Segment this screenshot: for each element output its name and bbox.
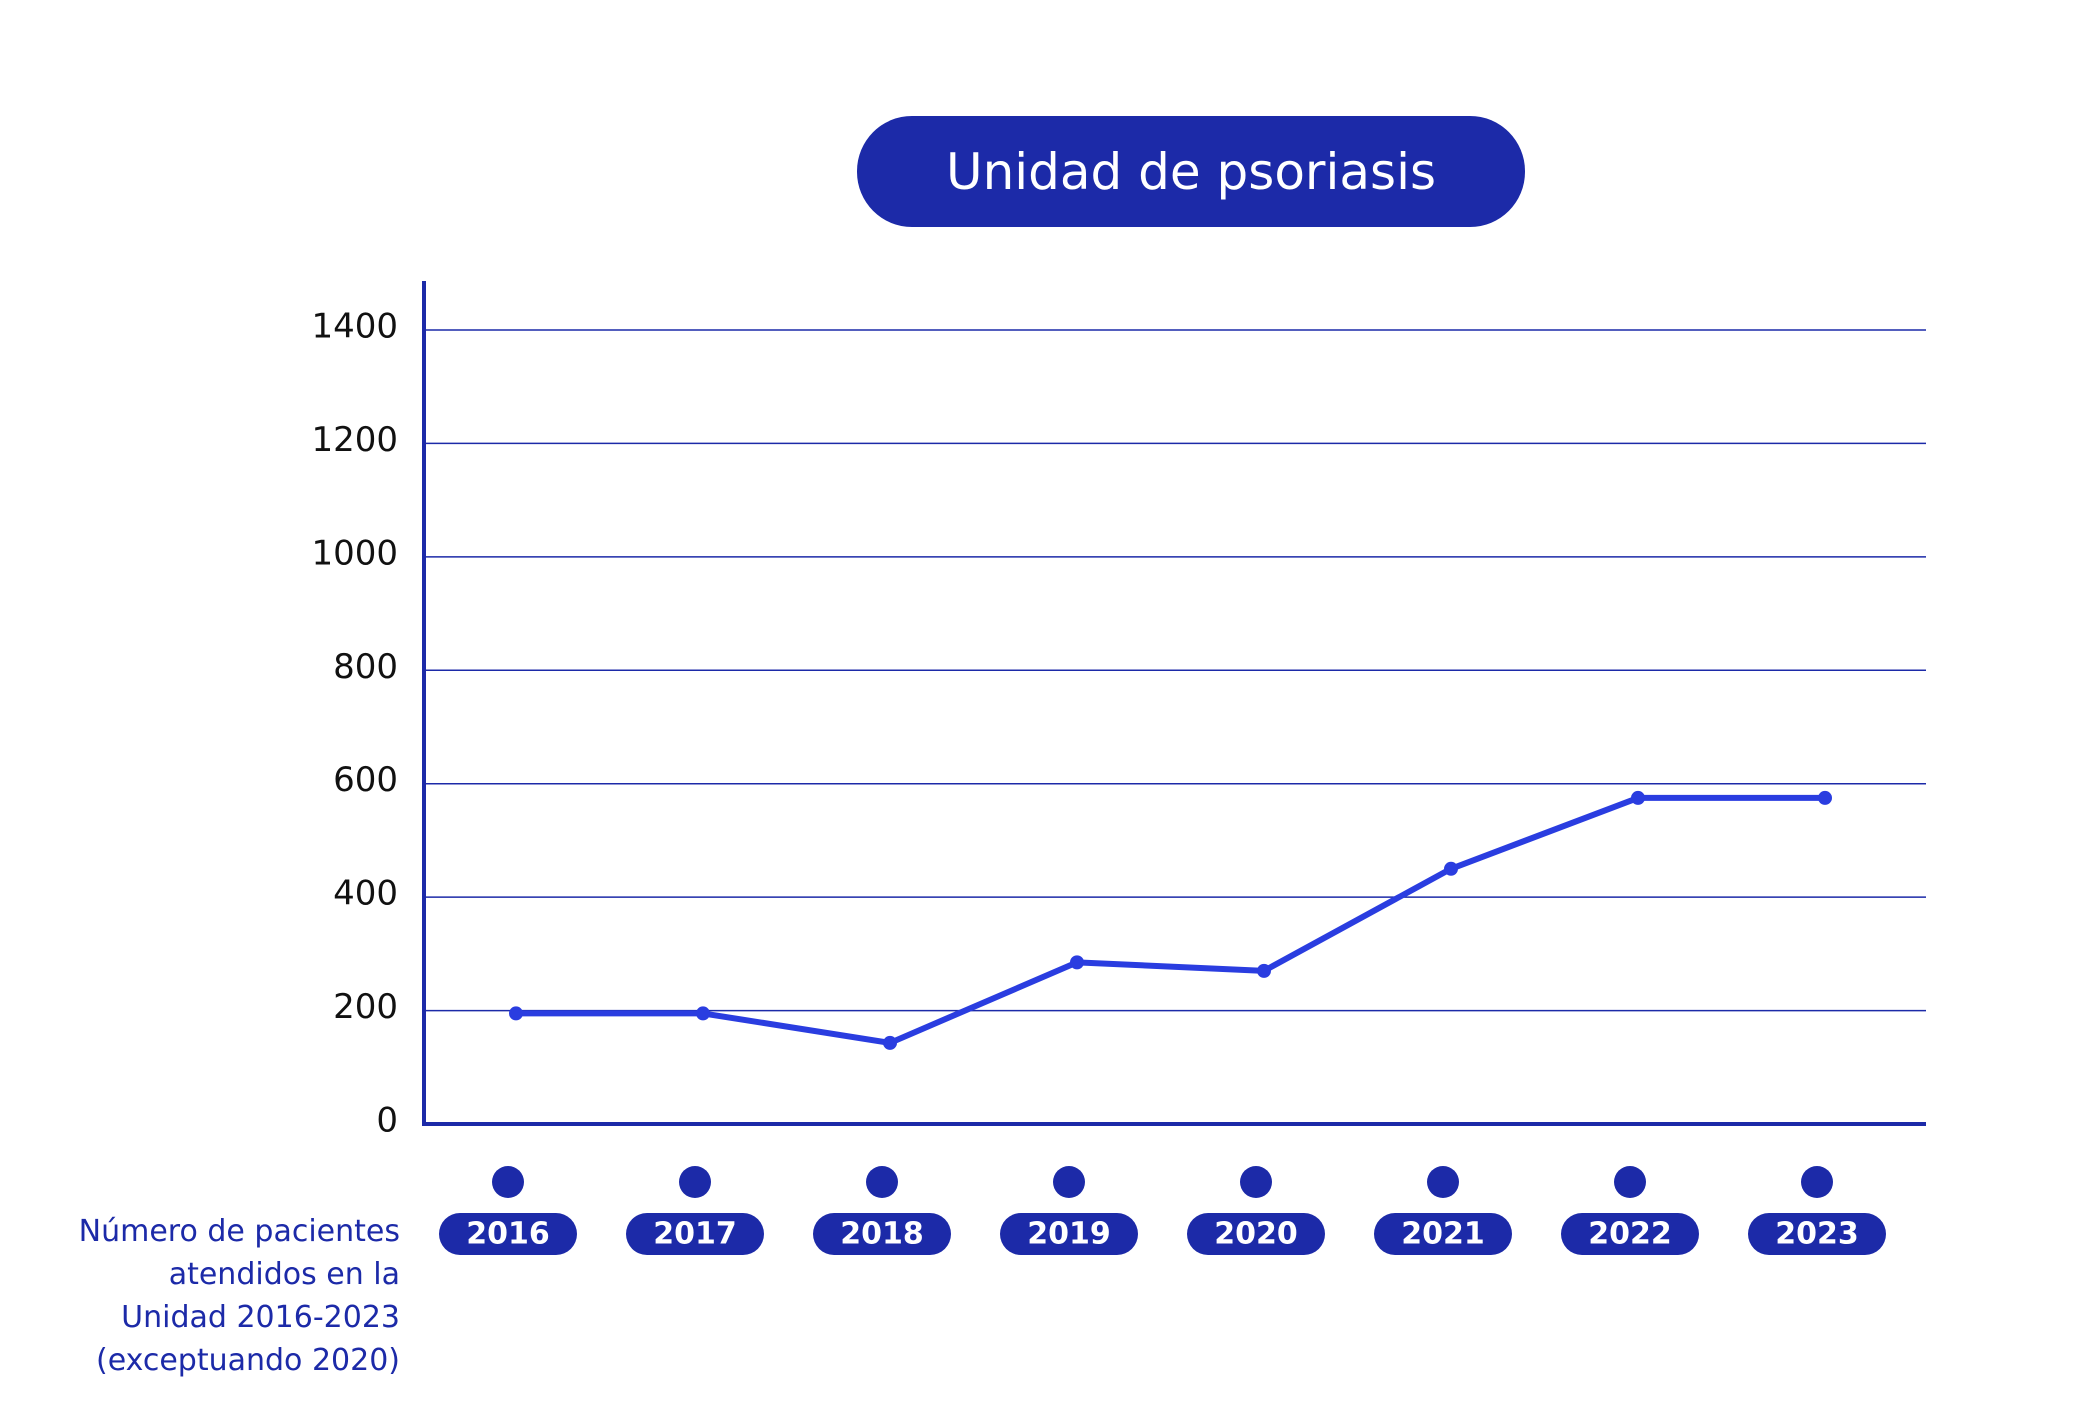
data-point-2016: [509, 1006, 523, 1021]
y-tick-label: 800: [333, 647, 398, 687]
data-point-2019: [1070, 955, 1084, 970]
y-tick-label: 1200: [311, 420, 398, 460]
y-tick-label: 1000: [311, 533, 398, 573]
gridlines: [424, 329, 1926, 1012]
category-dot-2017: [679, 1166, 711, 1198]
x-tick-label: 2021: [1401, 1217, 1485, 1252]
x-tick-label: 2016: [466, 1217, 550, 1252]
y-tick-labels: 0 200 400 600 800 1000 1200 1400: [311, 307, 398, 1141]
category-pill-2022: [1561, 1213, 1699, 1255]
data-point-2020: [1257, 963, 1271, 978]
x-category-labels: 2016 2017 2018 2019 2020 2021 2022 2023: [439, 1166, 1886, 1255]
x-tick-label: 2019: [1027, 1217, 1111, 1252]
chart-title: Unidad de psoriasis: [857, 116, 1525, 227]
category-dot-2016: [492, 1166, 524, 1198]
category-dot-2022: [1614, 1166, 1646, 1198]
category-pill-2019: [1000, 1213, 1138, 1255]
category-pill-2021: [1374, 1213, 1512, 1255]
category-pill-2017: [626, 1213, 764, 1255]
y-tick-label: 200: [333, 987, 398, 1027]
category-dot-2020: [1240, 1166, 1272, 1198]
data-point-2018: [883, 1035, 897, 1050]
category-dot-2018: [866, 1166, 898, 1198]
data-point-2023: [1818, 790, 1832, 805]
category-pill-2023: [1748, 1213, 1886, 1255]
data-point-2021: [1444, 861, 1458, 876]
category-dot-2019: [1053, 1166, 1085, 1198]
category-pill-2018: [813, 1213, 951, 1255]
category-dot-2021: [1427, 1166, 1459, 1198]
y-tick-label: 600: [333, 760, 398, 800]
y-tick-label: 1400: [311, 307, 398, 347]
axes: [422, 281, 1926, 1126]
x-tick-label: 2020: [1214, 1217, 1298, 1252]
data-point-2022: [1631, 790, 1645, 805]
y-tick-label: 400: [333, 874, 398, 914]
chart-note: Número de pacientes atendidos en la Unid…: [78, 1214, 400, 1378]
data-point-2017: [696, 1006, 710, 1021]
y-tick-label: 0: [376, 1101, 398, 1141]
x-tick-label: 2017: [653, 1217, 737, 1252]
category-pill-2020: [1187, 1213, 1325, 1255]
data-series: [509, 790, 1832, 1050]
x-tick-label: 2022: [1588, 1217, 1672, 1252]
x-tick-label: 2023: [1775, 1217, 1859, 1252]
x-tick-label: 2018: [840, 1217, 924, 1252]
category-pill-2016: [439, 1213, 577, 1255]
category-dot-2023: [1801, 1166, 1833, 1198]
series-line: [513, 794, 1828, 1046]
